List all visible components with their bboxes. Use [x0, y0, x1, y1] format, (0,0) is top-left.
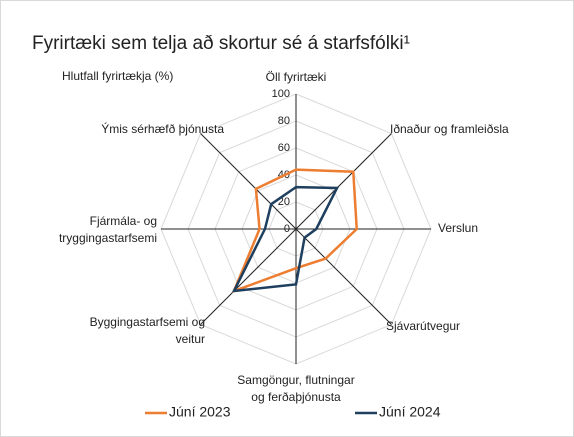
series-line: [231, 185, 340, 293]
legend-label: Júní 2023: [169, 404, 231, 420]
category-label: Ýmis sérhæfð þjónusta: [101, 121, 224, 136]
legend-label: Júní 2024: [379, 404, 441, 420]
series-line: [231, 168, 359, 294]
category-label: tryggingastarfsemi: [59, 231, 157, 245]
tick-label: 0: [284, 223, 290, 235]
category-label: Iðnaður og framleiðsla: [390, 122, 509, 136]
spoke: [200, 133, 297, 230]
tick-label: 80: [278, 115, 290, 127]
spoke: [200, 228, 297, 325]
category-label: veitur: [176, 332, 205, 346]
category-label: Fjármála- og: [90, 214, 157, 228]
tick-label: 100: [272, 88, 290, 100]
spoke: [295, 133, 392, 230]
category-label: Sjávarútvegur: [386, 319, 460, 333]
chart-title: Fyrirtæki sem telja að skortur sé á star…: [32, 33, 410, 54]
category-label: Samgöngur, flutningar: [237, 373, 354, 387]
category-label: Öll fyrirtæki: [266, 70, 327, 84]
category-label: Byggingastarfsemi og: [90, 315, 205, 329]
spoke: [295, 228, 392, 325]
axis-label: Hlutfall fyrirtækja (%): [62, 69, 173, 83]
tick-label: 60: [278, 142, 290, 154]
category-label: og ferðaþjónusta: [251, 390, 341, 404]
category-label: Verslun: [438, 221, 478, 235]
